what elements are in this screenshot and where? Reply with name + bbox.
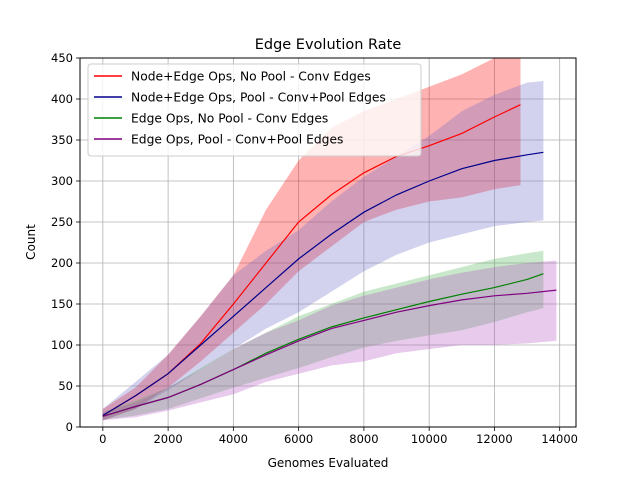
legend-box: [87, 63, 422, 157]
y-tick-label: 100: [51, 338, 73, 352]
x-tick-label: 12000: [476, 432, 513, 446]
legend-label: Node+Edge Ops, No Pool - Conv Edges: [131, 70, 371, 84]
y-tick-label: 450: [51, 51, 73, 65]
y-tick-label: 150: [51, 297, 73, 311]
y-axis-ticks: 0 50 100 150 200 250 300 350 400 450: [51, 51, 80, 434]
y-axis-label: Count: [24, 224, 38, 260]
y-tick-label: 250: [51, 215, 73, 229]
band-series-4: [102, 260, 557, 421]
y-tick-label: 200: [51, 256, 73, 270]
y-tick-label: 300: [51, 174, 73, 188]
band-series-3: [102, 250, 544, 420]
chart-title: Edge Evolution Rate: [255, 37, 402, 53]
legend-label: Node+Edge Ops, Pool - Conv+Pool Edges: [131, 91, 386, 105]
plot-frame: [79, 57, 577, 428]
line-series-4: [102, 289, 557, 417]
x-tick-label: 0: [99, 432, 106, 446]
x-axis-ticks: 0 2000 4000 6000 8000 10000 12000 14000: [99, 427, 578, 446]
legend-label: Edge Ops, Pool - Conv+Pool Edges: [131, 133, 343, 147]
y-tick-label: 50: [58, 379, 73, 393]
x-tick-label: 14000: [541, 432, 578, 446]
legend-label: Edge Ops, No Pool - Conv Edges: [131, 112, 328, 126]
x-axis-label: Genomes Evaluated: [268, 456, 389, 470]
line-series-2: [102, 151, 544, 417]
y-tick-label: 350: [51, 133, 73, 147]
x-tick-label: 8000: [349, 432, 378, 446]
y-tick-label: 400: [51, 92, 73, 106]
band-series-2: [102, 81, 544, 421]
x-tick-label: 2000: [153, 432, 182, 446]
x-tick-label: 4000: [219, 432, 248, 446]
y-tick-label: 0: [66, 420, 73, 434]
x-tick-label: 10000: [411, 432, 448, 446]
legend: Node+Edge Ops, No Pool - Conv Edges Node+…: [87, 63, 422, 157]
series-lines: [102, 104, 557, 417]
x-tick-label: 6000: [284, 432, 313, 446]
